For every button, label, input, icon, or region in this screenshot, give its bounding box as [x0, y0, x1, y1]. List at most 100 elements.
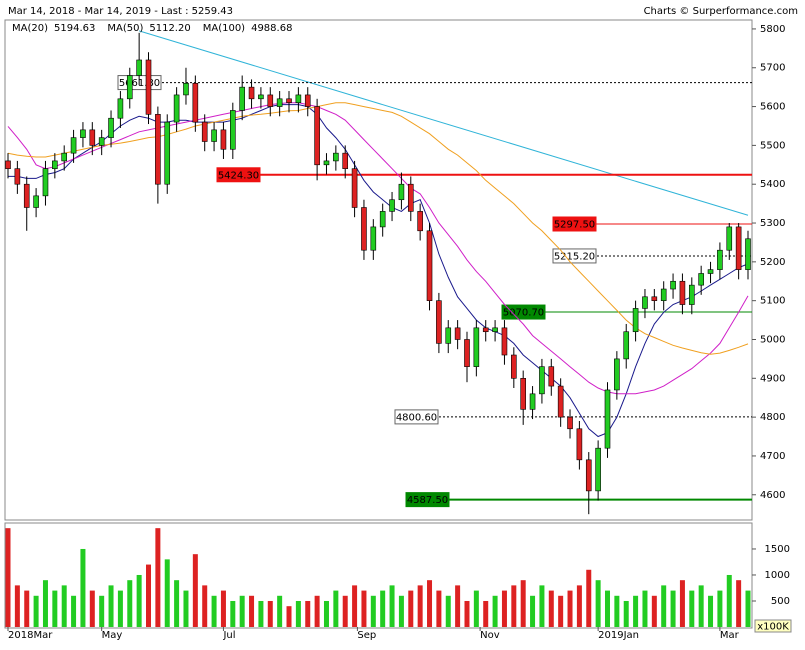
candle-body: [304, 94, 311, 107]
candle-body: [14, 168, 21, 185]
volume-bar: [211, 595, 217, 627]
candle-body: [361, 207, 367, 251]
candle-body: [42, 168, 49, 197]
volume-bar: [726, 574, 732, 627]
y-tick-label: 5000: [760, 334, 785, 345]
chart-title: Mar 14, 2018 - Mar 14, 2019 - Last : 525…: [8, 6, 233, 17]
candle-body: [370, 226, 377, 251]
volume-bar: [689, 590, 695, 627]
candle-body: [557, 385, 564, 418]
candle-body: [717, 249, 723, 270]
volume-bar: [464, 600, 470, 627]
candle-body: [548, 366, 555, 387]
level-label: 5424.30: [218, 170, 259, 181]
candle-body: [230, 110, 236, 150]
y-tick-label: 5100: [760, 296, 785, 307]
candle-body: [632, 308, 639, 333]
candle-body: [707, 269, 714, 274]
y-tick-label: 5400: [760, 179, 785, 190]
candle-body: [670, 280, 676, 290]
legend-value: 5112.20: [149, 23, 190, 34]
volume-bar: [520, 580, 526, 627]
volume-bar: [558, 595, 564, 627]
candle-body: [698, 273, 704, 286]
candle-body: [379, 211, 386, 228]
candle-body: [164, 121, 171, 185]
candle-body: [145, 59, 152, 115]
volume-bar: [342, 595, 348, 627]
volume-bar: [220, 590, 226, 627]
volume-bar: [71, 595, 77, 627]
volume-bar: [661, 585, 667, 627]
volume-bar: [511, 585, 517, 627]
volume-bar: [380, 590, 386, 627]
volume-bar: [370, 595, 376, 627]
volume-bar: [717, 590, 723, 627]
volume-bar: [670, 590, 676, 627]
level-label: 5070.70: [503, 308, 544, 319]
x-tick-label: 2019Jan: [598, 630, 639, 641]
y-tick-label: 4900: [760, 373, 785, 384]
legend-name: MA(50): [107, 23, 143, 34]
candle-body: [126, 75, 133, 100]
volume-bar: [99, 595, 105, 627]
volume-bar: [473, 590, 479, 627]
volume-bar: [698, 585, 704, 627]
volume-bar: [361, 590, 367, 627]
candle-body: [595, 447, 601, 492]
volume-bar: [267, 600, 273, 627]
candle-body: [173, 94, 180, 123]
candle-body: [679, 280, 686, 305]
candle-body: [642, 296, 648, 309]
x-tick-label: Mar: [720, 630, 740, 641]
candle-body: [623, 331, 630, 360]
y-tick-label: 5200: [760, 257, 785, 268]
y-tick-label: 5500: [760, 140, 785, 151]
volume-bar: [230, 600, 236, 627]
volume-bar: [427, 580, 433, 627]
candle-body: [614, 358, 620, 391]
volume-bar: [679, 580, 685, 627]
candle-body: [585, 459, 592, 492]
level-label-box: [552, 248, 597, 264]
volume-tick-label: 1500: [765, 544, 790, 555]
volume-bar: [408, 590, 414, 627]
legend-name: MA(100): [203, 23, 245, 34]
x-tick-label: May: [102, 630, 123, 641]
y-tick-label: 5700: [760, 63, 785, 74]
volume-bar: [80, 548, 86, 627]
candle-body: [464, 339, 470, 367]
volume-bar: [492, 595, 498, 627]
x-tick-label: Nov: [480, 630, 500, 641]
volume-bar: [614, 595, 620, 627]
volume-bar: [155, 528, 161, 627]
volume-bar: [501, 590, 507, 627]
candle-body: [351, 168, 358, 208]
candle-body: [745, 238, 751, 270]
candle-body: [511, 354, 517, 379]
candle-body: [258, 94, 264, 100]
volume-bar: [633, 595, 639, 627]
volume-unit: x100K: [757, 622, 789, 633]
y-tick-label: 4800: [760, 412, 785, 423]
candle-body: [52, 160, 58, 169]
candle-body: [576, 428, 583, 461]
volume-bar: [89, 590, 95, 627]
level-label-box: [501, 304, 546, 320]
candle-body: [183, 82, 189, 96]
volume-bar: [623, 600, 629, 627]
candle-body: [726, 226, 733, 251]
candle-body: [98, 137, 105, 146]
candle-body: [70, 137, 77, 154]
y-tick-label: 4700: [760, 451, 785, 462]
legend-value: 5194.63: [54, 23, 95, 34]
credit: Charts © Surperformance.com: [644, 6, 798, 17]
candle-body: [239, 86, 245, 111]
volume-bar: [174, 580, 180, 627]
volume-bar: [183, 590, 189, 627]
level-label-box: [394, 409, 439, 425]
volume-bar: [136, 574, 142, 627]
candle-body: [539, 366, 545, 395]
volume-bar: [651, 595, 657, 627]
candle-body: [248, 86, 255, 100]
